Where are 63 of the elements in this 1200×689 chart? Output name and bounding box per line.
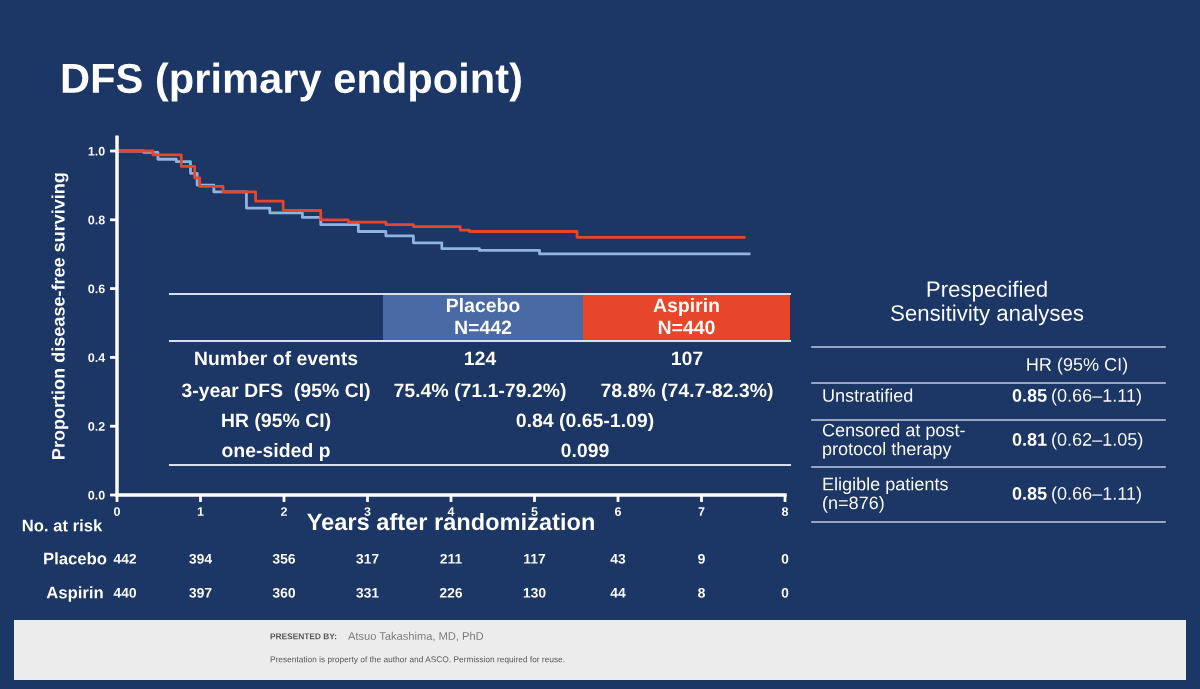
annotation: 0.099 (561, 443, 609, 458)
y-tick-label: 0.6 (88, 284, 105, 294)
text: Aspirin (653, 297, 719, 317)
annotation: Number of events (195, 350, 358, 366)
text: 440 (113, 587, 137, 598)
text: 43 (610, 553, 626, 564)
text: 317 (356, 553, 379, 564)
text: (0.62–1.05) (1052, 432, 1143, 450)
text: 0.81 (1012, 433, 1047, 446)
text: PRESENTED BY: (270, 633, 337, 640)
text: Prespecified Sensitivity analyses (891, 280, 1084, 326)
annotation: N=440 (658, 320, 715, 335)
text: 9 (698, 553, 705, 564)
y-tick-label: 1.0 (88, 146, 105, 156)
x-tick-label: 7 (698, 507, 705, 516)
text: Placebo (447, 297, 520, 313)
text: 0.85 (1012, 487, 1047, 500)
text: 226 (439, 587, 463, 598)
text: 211 (440, 553, 462, 564)
text: 117 (524, 554, 546, 564)
y-tick-label: 0.4 (88, 353, 106, 363)
x-tick-label: 0 (114, 507, 120, 516)
text: (0.66–1.11) (1052, 486, 1141, 504)
text: Placebo (44, 552, 107, 565)
annotation: 124 (465, 351, 497, 366)
text: (0.66–1.11) (1052, 388, 1141, 406)
text: 8 (698, 587, 705, 598)
annotation: 3-year DFS (95% CI) (181, 382, 370, 402)
text: 331 (356, 587, 379, 598)
text: Presentation is property of the author and ASCO. Permission required for reuse. (270, 656, 565, 664)
x-tick-label: 2 (280, 507, 287, 516)
text: 442 (113, 553, 137, 564)
text: Eligible patients (n=876) (823, 477, 948, 513)
text: Atsuo Takashima, MD, PhD (348, 631, 484, 642)
text: No. at risk (22, 519, 103, 532)
annotation: 107 (672, 351, 703, 366)
annotation: 0.84 (0.65-1.09) (516, 412, 654, 432)
text: 0.85 (1012, 389, 1047, 402)
text: Censored at post- protocol therapy (822, 423, 965, 459)
annotation: 78.8% (74.7-82.3%) (601, 382, 773, 402)
text: Aspirin (46, 586, 103, 602)
y-tick-label: 0.2 (88, 422, 105, 431)
text: HR (95% CI) (1027, 357, 1128, 375)
chart-title: DFS (primary endpoint) (62, 62, 521, 102)
text: 0 (781, 553, 789, 564)
text: 0 (781, 587, 789, 598)
text: 44 (610, 588, 626, 598)
text: 397 (189, 587, 212, 598)
text: 356 (272, 553, 296, 564)
x-tick-label: 8 (781, 507, 789, 516)
annotation: N=442 (455, 320, 512, 335)
x-tick-label: 1 (197, 507, 204, 516)
y-axis-title: Proportion disease-free surviving (51, 173, 69, 459)
annotation: HR (95% CI) (222, 412, 331, 432)
text: 394 (189, 553, 213, 564)
annotation: 75.4% (71.1-79.2%) (394, 382, 566, 402)
x-tick-label: 6 (614, 507, 622, 516)
text: Unstratified (823, 388, 913, 402)
y-tick-label: 0.0 (88, 490, 105, 500)
annotation: one-sided p (222, 442, 330, 462)
y-tick-label: 0.8 (88, 215, 105, 225)
text: 130 (523, 587, 546, 598)
text: 360 (272, 587, 296, 598)
